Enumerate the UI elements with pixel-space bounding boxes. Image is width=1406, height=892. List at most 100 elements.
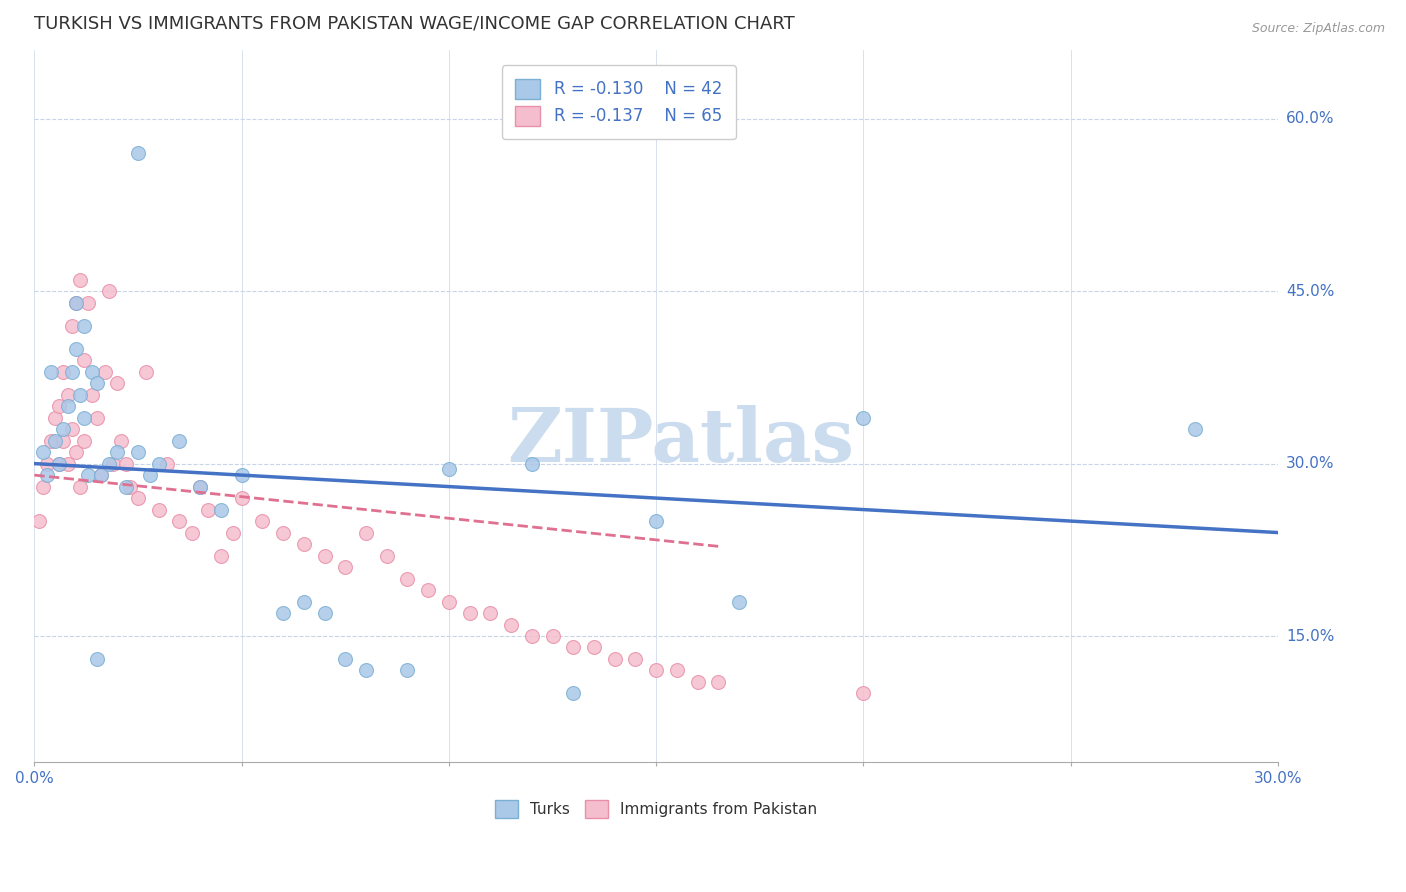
Text: 60.0%: 60.0% xyxy=(1286,112,1334,127)
Point xyxy=(148,457,170,471)
Point xyxy=(418,582,440,597)
Point xyxy=(188,480,211,494)
Point xyxy=(69,480,91,494)
Text: ZIPatlas: ZIPatlas xyxy=(508,405,855,478)
Point xyxy=(98,457,121,471)
Point xyxy=(65,295,87,310)
Text: TURKISH VS IMMIGRANTS FROM PAKISTAN WAGE/INCOME GAP CORRELATION CHART: TURKISH VS IMMIGRANTS FROM PAKISTAN WAGE… xyxy=(34,15,796,33)
Point xyxy=(169,514,191,528)
Point xyxy=(603,652,626,666)
Point xyxy=(90,468,112,483)
Point xyxy=(231,468,253,483)
Point xyxy=(69,273,91,287)
Point xyxy=(35,468,58,483)
Point xyxy=(73,410,96,425)
Point xyxy=(73,353,96,368)
Point xyxy=(458,606,481,620)
Point xyxy=(56,387,79,401)
Point xyxy=(60,422,83,436)
Point xyxy=(73,434,96,448)
Point xyxy=(69,387,91,401)
Point xyxy=(114,480,136,494)
Point xyxy=(118,480,141,494)
Point xyxy=(77,468,100,483)
Point xyxy=(139,468,162,483)
Point xyxy=(222,525,245,540)
Point xyxy=(197,502,219,516)
Point xyxy=(52,365,75,379)
Point xyxy=(499,617,522,632)
Point xyxy=(180,525,202,540)
Point xyxy=(27,514,49,528)
Point xyxy=(39,365,62,379)
Point xyxy=(77,295,100,310)
Point xyxy=(292,537,315,551)
Point xyxy=(110,434,132,448)
Point xyxy=(728,594,751,608)
Point xyxy=(86,652,108,666)
Point xyxy=(48,457,70,471)
Point xyxy=(169,434,191,448)
Point xyxy=(624,652,647,666)
Point xyxy=(44,410,66,425)
Point xyxy=(90,468,112,483)
Point xyxy=(437,594,460,608)
Text: 15.0%: 15.0% xyxy=(1286,629,1334,643)
Point xyxy=(52,422,75,436)
Point xyxy=(437,462,460,476)
Point xyxy=(127,491,149,505)
Point xyxy=(56,457,79,471)
Point xyxy=(65,342,87,356)
Point xyxy=(562,686,585,700)
Point xyxy=(127,146,149,161)
Point xyxy=(82,387,104,401)
Point xyxy=(314,606,336,620)
Point xyxy=(271,525,294,540)
Point xyxy=(35,457,58,471)
Legend: Turks, Immigrants from Pakistan: Turks, Immigrants from Pakistan xyxy=(488,792,825,826)
Text: 30.0%: 30.0% xyxy=(1286,456,1334,471)
Point xyxy=(105,376,128,391)
Point xyxy=(31,445,53,459)
Point xyxy=(335,560,357,574)
Point xyxy=(65,295,87,310)
Point xyxy=(135,365,157,379)
Point xyxy=(479,606,502,620)
Point xyxy=(335,652,357,666)
Point xyxy=(156,457,179,471)
Point xyxy=(86,410,108,425)
Point xyxy=(707,675,730,690)
Point xyxy=(562,640,585,655)
Point xyxy=(354,525,377,540)
Point xyxy=(98,284,121,298)
Point xyxy=(520,457,543,471)
Point xyxy=(209,549,232,563)
Point xyxy=(645,514,668,528)
Point xyxy=(354,664,377,678)
Point xyxy=(39,434,62,448)
Point xyxy=(52,434,75,448)
Point xyxy=(520,629,543,643)
Point xyxy=(65,445,87,459)
Point xyxy=(60,365,83,379)
Point xyxy=(105,445,128,459)
Point xyxy=(396,572,419,586)
Point xyxy=(375,549,398,563)
Point xyxy=(209,502,232,516)
Point xyxy=(686,675,709,690)
Point xyxy=(94,365,117,379)
Point xyxy=(44,434,66,448)
Point xyxy=(148,502,170,516)
Point xyxy=(114,457,136,471)
Point xyxy=(314,549,336,563)
Point xyxy=(127,445,149,459)
Point xyxy=(582,640,605,655)
Point xyxy=(73,318,96,333)
Point xyxy=(101,457,124,471)
Point xyxy=(541,629,564,643)
Point xyxy=(852,686,875,700)
Point xyxy=(852,410,875,425)
Point xyxy=(48,399,70,413)
Point xyxy=(31,480,53,494)
Point xyxy=(665,664,688,678)
